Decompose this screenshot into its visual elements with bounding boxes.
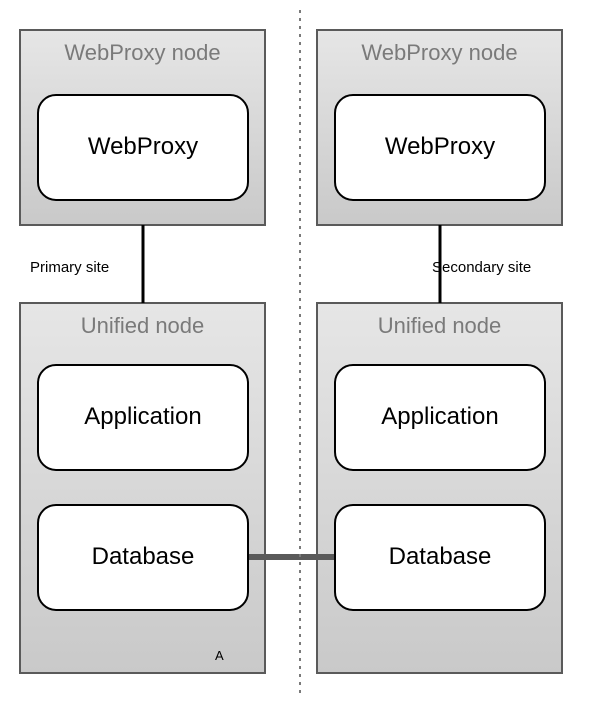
node-un-right: Unified node	[317, 303, 562, 673]
node-title: Unified node	[378, 313, 502, 338]
secondary-site-label: Secondary site	[432, 259, 531, 276]
component-un-left-db: Database	[38, 505, 248, 610]
component-label: Database	[92, 543, 195, 570]
component-wp-right-webproxy: WebProxy	[335, 95, 545, 200]
component-un-right-app: Application	[335, 365, 545, 470]
component-label: Database	[389, 543, 492, 570]
footnote: A	[215, 648, 224, 663]
component-label: WebProxy	[88, 133, 198, 160]
component-label: Application	[84, 403, 201, 430]
node-title: WebProxy node	[361, 40, 517, 65]
primary-site-label: Primary site	[30, 259, 109, 276]
component-label: Application	[381, 403, 498, 430]
node-title: Unified node	[81, 313, 205, 338]
node-un-left: Unified node	[20, 303, 265, 673]
component-un-left-app: Application	[38, 365, 248, 470]
component-label: WebProxy	[385, 133, 495, 160]
component-wp-left-webproxy: WebProxy	[38, 95, 248, 200]
component-un-right-db: Database	[335, 505, 545, 610]
node-title: WebProxy node	[64, 40, 220, 65]
